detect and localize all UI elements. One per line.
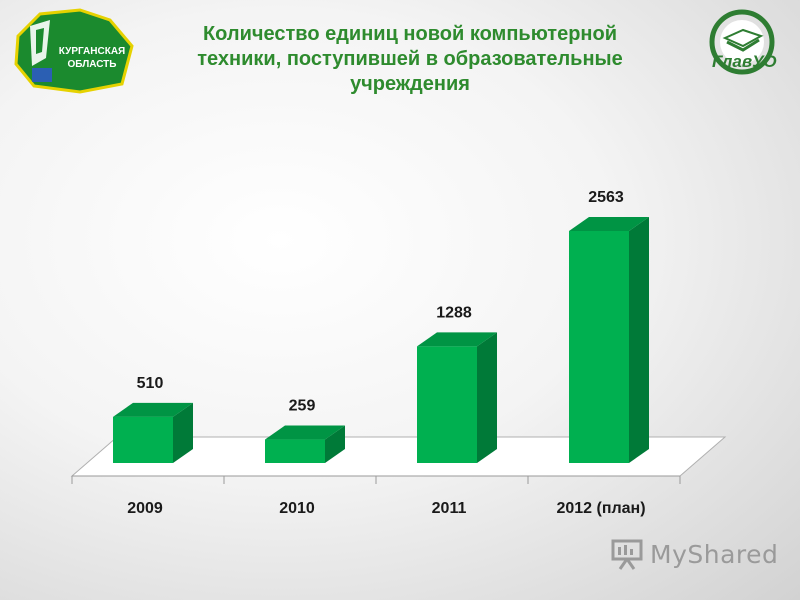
data-label: 1288	[436, 304, 472, 321]
x-tick-label: 2009	[127, 500, 163, 517]
bar	[569, 217, 649, 463]
data-label: 510	[137, 375, 164, 392]
x-tick-label: 2012 (план)	[556, 500, 645, 517]
data-label: 2563	[588, 189, 624, 206]
bar-top	[569, 217, 649, 231]
bar-side	[325, 425, 345, 463]
watermark-text: MyShared	[650, 539, 779, 569]
svg-text:ОБЛАСТЬ: ОБЛАСТЬ	[68, 59, 117, 70]
bar-front	[113, 416, 173, 463]
x-tick-label: 2010	[279, 500, 315, 517]
bar-top	[113, 402, 193, 417]
presentation-icon	[611, 539, 643, 570]
bar-side	[173, 402, 193, 463]
watermark: MyShared	[610, 536, 778, 572]
bar	[113, 402, 193, 463]
glavuo-logo-text: ГлавУО	[712, 52, 777, 71]
svg-text:КУРГАНСКАЯ: КУРГАНСКАЯ	[59, 46, 125, 57]
bar-top	[417, 332, 497, 347]
bar-side	[477, 332, 497, 463]
kurgan-region-emblem: КУРГАНСКАЯ ОБЛАСТЬ	[14, 8, 134, 94]
glavuo-logo	[709, 9, 775, 75]
data-label: 259	[289, 398, 316, 415]
bar-front	[417, 346, 477, 463]
bar-front	[569, 231, 629, 463]
bar	[417, 332, 497, 463]
x-tick-label: 2011	[432, 500, 467, 517]
bar-front	[265, 439, 325, 463]
bar-side	[629, 217, 649, 463]
chart-title: Количество единиц новой компьютерной тех…	[197, 23, 623, 95]
bar-top	[265, 425, 345, 440]
bar	[265, 425, 345, 463]
